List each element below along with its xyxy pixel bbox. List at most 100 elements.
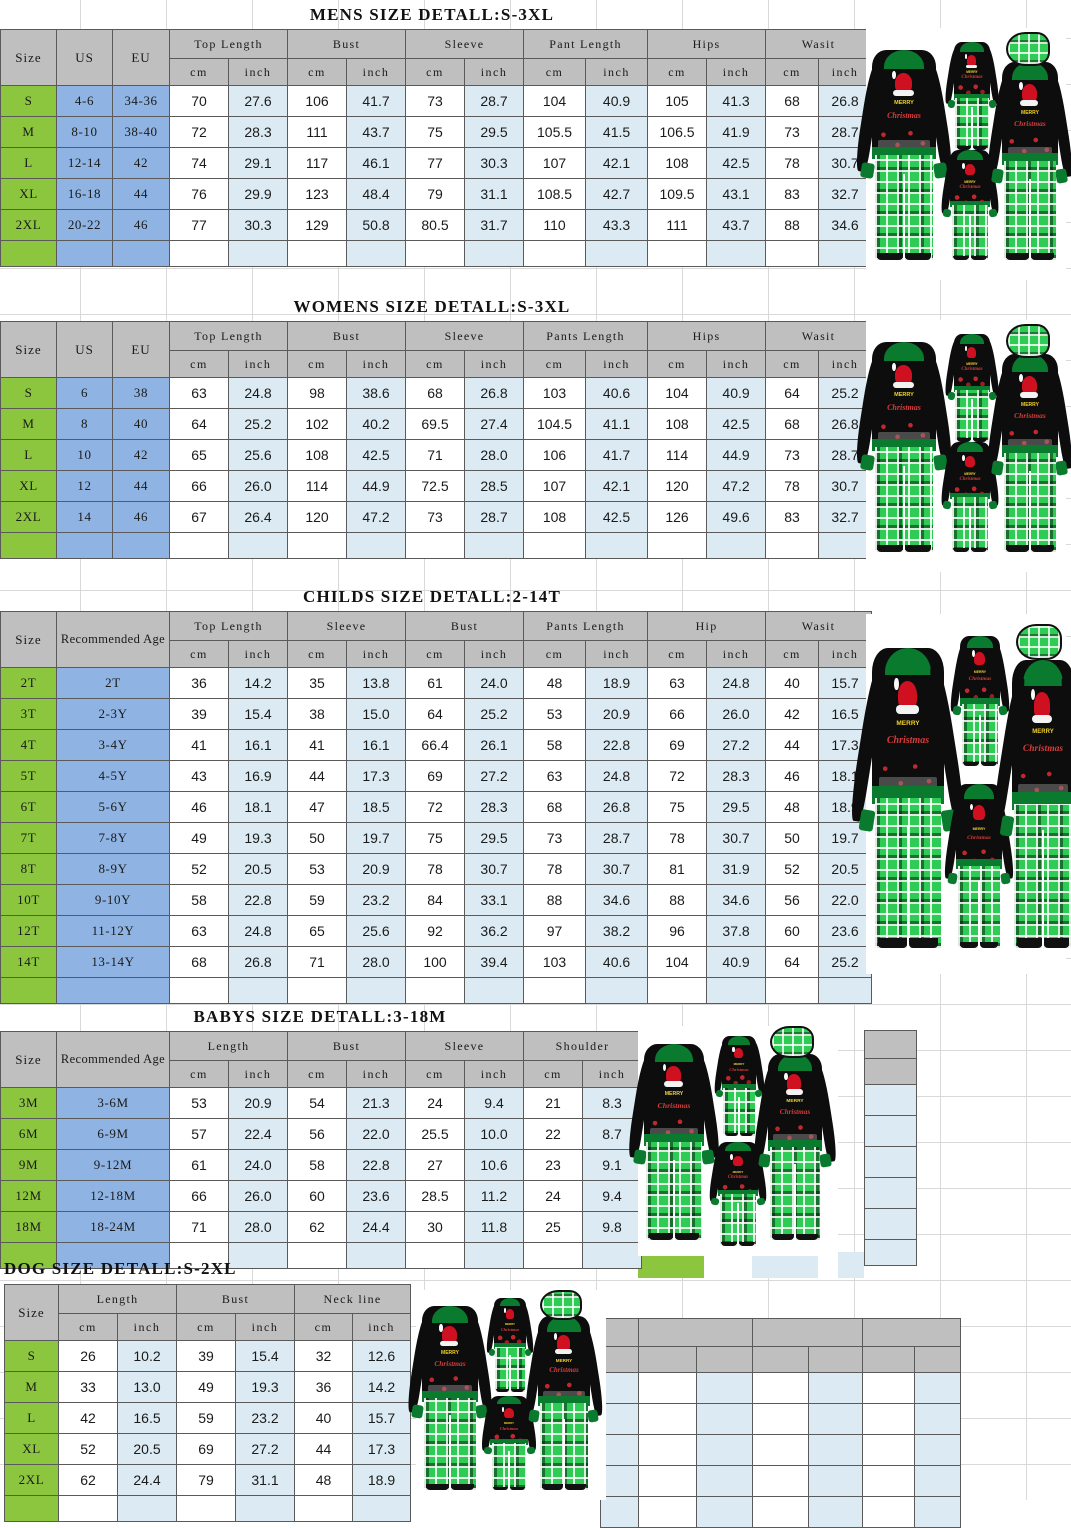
cell-size: 2XL: [0, 209, 57, 242]
unit-inch: inch: [346, 640, 407, 669]
cell-empty: [765, 977, 820, 1005]
cell-value: 66: [169, 470, 229, 503]
cell-value: 75: [405, 116, 466, 149]
cell-value: 28.0: [464, 439, 525, 472]
cell-value: 15.7: [352, 1402, 412, 1435]
cell-value: 110: [523, 209, 587, 242]
cell-value: 18.5: [346, 791, 407, 824]
pajama-adult-female: MERRY Christmas: [985, 62, 1071, 260]
table-row: 2T 2T 36 14.2 35 13.8 61 24.0 48 18.9 63 24.8 40 15.7: [0, 667, 873, 700]
cell-value: 73: [405, 501, 466, 534]
table-row: 2XL 62 24.4 79 31.1 48 18.9: [4, 1464, 412, 1497]
cell-value: 12.6: [352, 1340, 412, 1373]
cell-value: 62: [58, 1464, 118, 1497]
cell-value: 78: [405, 853, 466, 886]
cell-value: 40.6: [585, 377, 649, 410]
cell-eu: 44: [112, 178, 170, 211]
cell-empty: [600, 1434, 639, 1466]
cell-value: 20.9: [346, 853, 407, 886]
unit-cm: cm: [523, 350, 587, 379]
cell-value: 28.7: [464, 501, 525, 534]
cell-value: 28.0: [346, 946, 407, 979]
cell-value: 29.5: [706, 791, 767, 824]
group-pants-length: Pants Length: [523, 611, 649, 642]
cell-label: 3-6M: [56, 1087, 170, 1120]
cell-value: 19.3: [235, 1371, 296, 1404]
cell-value: 36.2: [464, 915, 525, 948]
cell-value: 81: [647, 853, 708, 886]
cell-value: 61: [405, 667, 466, 700]
cell-value: 53: [287, 853, 348, 886]
cell-empty-header: [752, 1346, 809, 1373]
cell-value: 83: [765, 501, 820, 534]
cell-empty: [0, 1242, 57, 1270]
cell-value: 40.9: [706, 946, 767, 979]
cell-value: 26.0: [227, 1180, 289, 1213]
cell-empty-header: [600, 1346, 639, 1373]
cell-empty: [464, 240, 525, 268]
unit-inch: inch: [582, 1060, 643, 1089]
unit-inch: inch: [464, 58, 525, 87]
cell-value: 27.6: [227, 85, 289, 118]
cell-value: 71: [169, 1211, 229, 1244]
cell-value: 48: [523, 667, 587, 700]
cell-value: 73: [405, 85, 466, 118]
cell-value: 78: [523, 853, 587, 886]
unit-inch: inch: [585, 640, 649, 669]
cell-value: 76: [169, 178, 229, 211]
group-top-length: Top Length: [168, 29, 289, 60]
cell-value: 54: [287, 1087, 348, 1120]
product-photo-babys: MERRY Christmas MERRY Christmas MERRY Ch…: [626, 1026, 839, 1256]
unit-inch: inch: [706, 350, 767, 379]
cell-size: 8T: [0, 853, 57, 886]
cell-empty: [914, 1496, 961, 1528]
cell-value: 40.9: [706, 377, 767, 410]
group-pant-length: Pant Length: [523, 29, 649, 60]
cell-value: 120: [647, 470, 708, 503]
cell-value: 108.5: [523, 178, 587, 211]
cell-empty: [638, 1372, 697, 1404]
cell-empty: [169, 1242, 229, 1270]
cell-empty: [914, 1403, 961, 1435]
unit-inch: inch: [585, 350, 649, 379]
pajama-adult-male: MERRY Christmas: [853, 50, 955, 260]
cell-value: 20.5: [818, 853, 873, 886]
table-row: L 42 16.5 59 23.2 40 15.7: [4, 1402, 412, 1435]
unit-inch: inch: [464, 350, 525, 379]
unit-cm: cm: [647, 58, 708, 87]
cell-value: 32.7: [818, 178, 873, 211]
cell-value: 111: [287, 116, 348, 149]
cell-value: 44: [765, 729, 820, 762]
cell-value: 43.7: [706, 209, 767, 242]
table-row: M 8 40 64 25.2 102 40.2 69.5 27.4 104.5 …: [0, 408, 873, 441]
group-hips: Hips: [647, 321, 767, 352]
cell-value: 30.3: [464, 147, 525, 180]
cell-value: 48.4: [346, 178, 407, 211]
cell-empty: [227, 532, 289, 560]
cell-value: 73: [765, 116, 820, 149]
cell-empty: [600, 1403, 639, 1435]
table-filler-row: [0, 1242, 643, 1270]
cell-empty-header: [638, 1346, 697, 1373]
cell-size: L: [4, 1402, 59, 1435]
cell-value: 74: [169, 147, 229, 180]
cell-value: 22: [523, 1118, 584, 1151]
cell-empty: [585, 977, 649, 1005]
cell-value: 64: [765, 377, 820, 410]
cell-empty: [914, 1372, 961, 1404]
group-bust: Bust: [405, 611, 525, 642]
cell-value: 23.2: [235, 1402, 296, 1435]
dog-title: DOG SIZE DETALL:S-2XL: [4, 1259, 237, 1278]
table-row: M 8-10 38-40 72 28.3 111 43.7 75 29.5 10…: [0, 116, 873, 149]
cell-value: 28.3: [227, 116, 289, 149]
cell-value: 80.5: [405, 209, 466, 242]
cell-value: 52: [765, 853, 820, 886]
cell-us: 16-18: [56, 178, 113, 211]
cell-value: 50: [287, 822, 348, 855]
cell-value: 10.0: [464, 1118, 525, 1151]
cell-size: 6M: [0, 1118, 57, 1151]
babys-size-table: Size Recommended Age Length Bust Sleeve …: [0, 1031, 643, 1270]
table-row: 6T 5-6Y 46 18.1 47 18.5 72 28.3 68 26.8 75 29.5 48 18…: [0, 791, 873, 824]
group-wasit: Wasit: [765, 321, 873, 352]
cell-empty: [227, 1242, 289, 1270]
